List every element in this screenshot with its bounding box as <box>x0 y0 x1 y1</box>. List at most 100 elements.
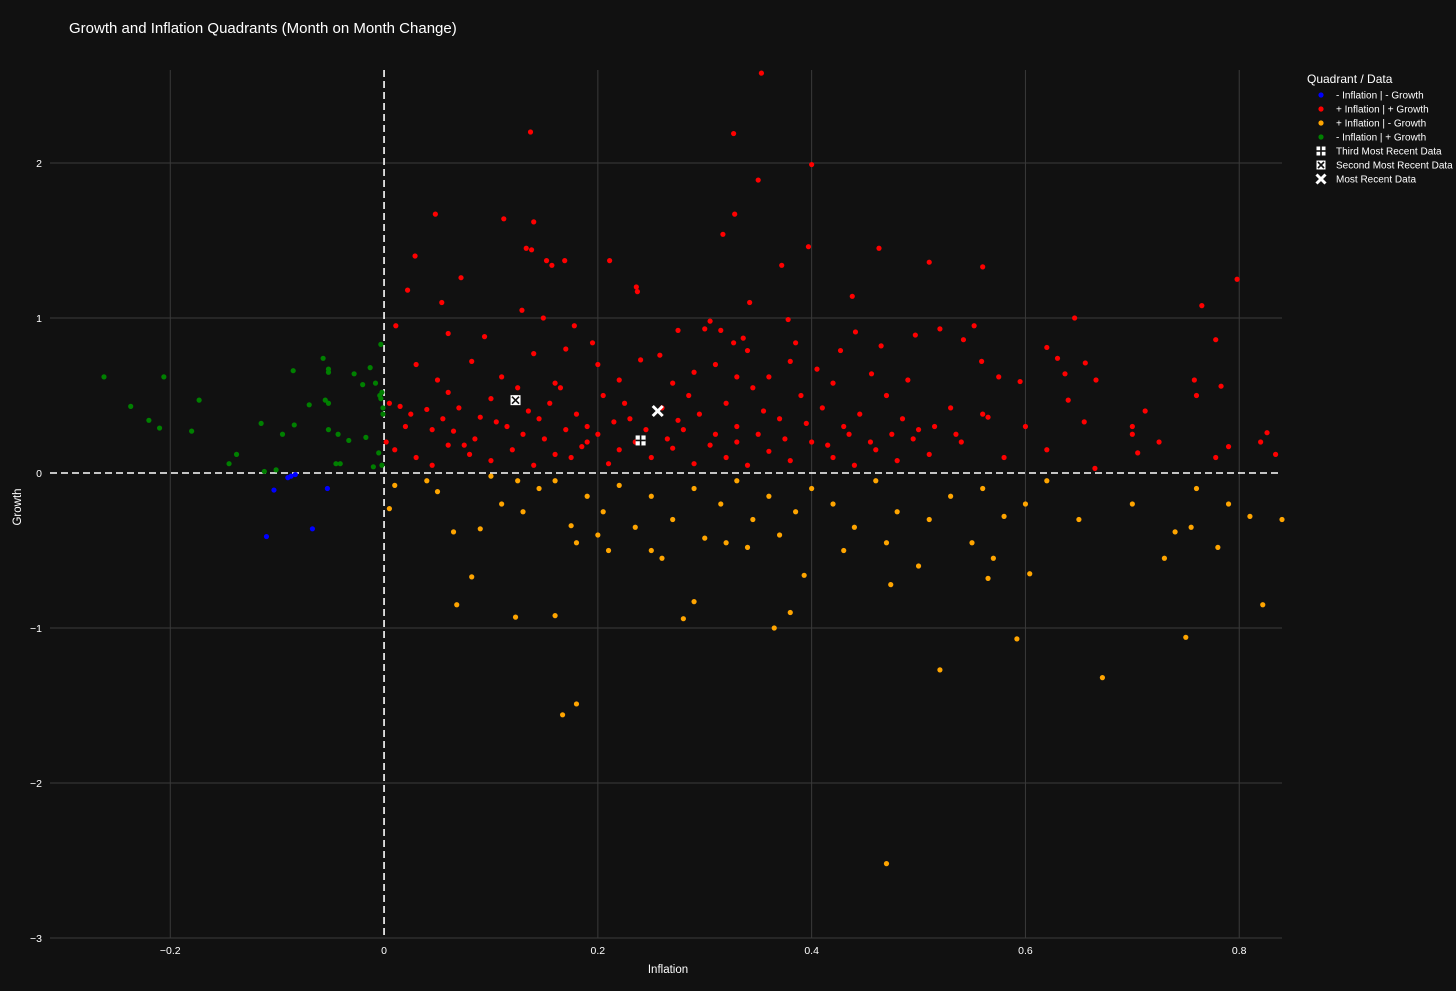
data-point <box>990 555 996 561</box>
data-point <box>397 403 403 409</box>
data-point <box>744 544 751 551</box>
data-point <box>429 427 435 433</box>
data-point <box>1215 544 1221 551</box>
data-point <box>322 397 328 403</box>
data-point <box>1260 602 1266 608</box>
data-point <box>718 327 724 333</box>
y-tick-label: −3 <box>30 933 42 945</box>
data-point <box>605 547 612 554</box>
data-point <box>527 129 534 135</box>
data-point <box>648 454 654 461</box>
legend[interactable]: Quadrant / Data - Inflation | - Growth + … <box>1307 72 1453 186</box>
data-point <box>450 428 457 434</box>
x-axis-label: Inflation <box>648 964 688 976</box>
recent-data-markers <box>510 395 664 446</box>
data-point <box>744 462 751 468</box>
data-point <box>573 411 580 417</box>
legend-entry-label[interactable]: - Inflation | + Growth <box>1336 133 1426 144</box>
data-point <box>805 244 812 250</box>
data-point <box>515 385 521 391</box>
data-point <box>979 358 985 364</box>
data-point <box>600 392 606 399</box>
data-point <box>755 177 761 183</box>
legend-entry-label[interactable]: Second Most Recent Data <box>1336 161 1453 172</box>
legend-marker-swatch-diag-b <box>1315 173 1327 185</box>
data-point <box>707 318 713 324</box>
data-point <box>779 262 785 268</box>
data-point <box>579 444 585 450</box>
data-point <box>386 506 393 512</box>
data-point <box>793 509 799 515</box>
data-point <box>1065 397 1071 403</box>
data-point <box>1082 360 1088 366</box>
data-point <box>883 392 890 399</box>
data-point <box>469 358 475 364</box>
data-point <box>888 582 894 588</box>
data-point <box>926 259 932 265</box>
data-point <box>980 485 986 492</box>
data-point <box>830 454 836 461</box>
data-point <box>271 487 277 493</box>
data-point <box>1129 423 1135 430</box>
data-point <box>573 540 580 546</box>
legend-entry-label[interactable]: Most Recent Data <box>1336 175 1416 186</box>
data-point <box>325 400 332 406</box>
data-point <box>370 464 376 470</box>
data-point <box>1092 465 1098 471</box>
data-point <box>969 540 975 546</box>
data-point <box>937 326 943 332</box>
data-point <box>1161 555 1168 561</box>
data-point <box>408 411 414 417</box>
data-point <box>894 458 900 464</box>
data-point <box>520 509 526 515</box>
legend-entry-label[interactable]: - Inflation | - Growth <box>1336 91 1424 102</box>
data-point <box>383 439 389 445</box>
data-point <box>562 258 568 264</box>
data-point <box>734 374 740 380</box>
legend-marker-swatch <box>1315 173 1327 185</box>
y-axis-label: Growth <box>12 488 24 525</box>
data-point <box>531 351 537 357</box>
data-point <box>584 423 590 430</box>
data-point <box>696 411 703 417</box>
data-point <box>325 427 332 433</box>
data-point <box>755 431 761 437</box>
legend-swatch[interactable] <box>1318 120 1324 126</box>
data-point <box>868 371 875 377</box>
data-point <box>675 327 681 333</box>
data-point <box>1027 571 1033 577</box>
data-point <box>851 524 858 530</box>
data-point <box>899 416 906 422</box>
data-point <box>801 572 807 578</box>
recent-data-marker-diag-b <box>511 396 520 405</box>
data-point <box>531 462 537 468</box>
data-point <box>1062 371 1068 377</box>
data-point <box>720 231 726 237</box>
legend-entry-label[interactable]: Third Most Recent Data <box>1336 147 1442 158</box>
data-point <box>621 400 628 406</box>
data-point <box>501 216 507 222</box>
data-point <box>852 329 859 335</box>
data-point <box>393 323 399 329</box>
data-point <box>413 454 419 461</box>
data-point <box>519 307 525 313</box>
data-point <box>915 427 922 433</box>
data-point <box>867 439 874 445</box>
data-point <box>605 461 612 467</box>
data-point <box>1072 315 1078 321</box>
x-tick-label: 0.2 <box>591 945 606 957</box>
data-point <box>520 431 526 437</box>
data-point <box>1022 423 1029 430</box>
legend-entry-label[interactable]: + Inflation | - Growth <box>1336 119 1426 130</box>
data-point <box>1264 430 1270 436</box>
legend-swatch[interactable] <box>1318 106 1324 112</box>
data-point <box>360 382 366 388</box>
data-point <box>849 293 855 299</box>
data-point <box>675 417 681 423</box>
legend-swatch[interactable] <box>1318 134 1324 140</box>
data-point <box>320 355 326 361</box>
legend-swatch[interactable] <box>1318 92 1324 98</box>
legend-entry-label[interactable]: + Inflation | + Growth <box>1336 105 1429 116</box>
data-point <box>670 516 676 523</box>
